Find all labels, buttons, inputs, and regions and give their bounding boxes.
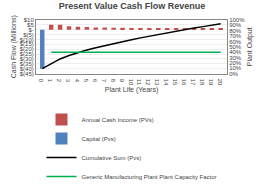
svg-text:$(25): $(25)	[20, 51, 34, 57]
svg-text:10: 10	[128, 79, 134, 86]
svg-text:15: 15	[172, 79, 178, 86]
svg-text:13: 13	[154, 79, 160, 86]
svg-text:0%: 0%	[229, 71, 238, 77]
svg-text:10%: 10%	[229, 65, 242, 71]
svg-text:16: 16	[181, 79, 187, 86]
svg-text:$(35): $(35)	[20, 61, 34, 67]
svg-text:9: 9	[119, 79, 125, 83]
svg-text:40%: 40%	[229, 49, 242, 55]
svg-text:7: 7	[101, 79, 107, 83]
svg-text:100%: 100%	[229, 17, 245, 23]
svg-text:Generic Manufacturing Plant Pl: Generic Manufacturing Plant Plant Capaci…	[82, 174, 217, 180]
svg-text:30%: 30%	[229, 55, 242, 61]
svg-text:$(45): $(45)	[20, 71, 34, 77]
svg-text:6: 6	[92, 79, 98, 83]
svg-text:Annual Cash Income (PVs): Annual Cash Income (PVs)	[82, 117, 154, 123]
svg-text:$(15): $(15)	[20, 41, 34, 47]
svg-text:Cash Flow (Millions): Cash Flow (Millions)	[10, 15, 18, 78]
svg-text:0: 0	[38, 79, 44, 83]
svg-text:8: 8	[110, 79, 116, 83]
svg-text:20: 20	[217, 79, 223, 86]
svg-text:$(20): $(20)	[20, 46, 34, 52]
svg-text:2: 2	[56, 79, 62, 83]
svg-text:14: 14	[163, 79, 169, 86]
svg-text:Plant Life (Years): Plant Life (Years)	[105, 86, 158, 94]
svg-text:4: 4	[74, 79, 80, 83]
svg-text:3: 3	[65, 79, 71, 83]
svg-text:Present Value Cash Flow Revenu: Present Value Cash Flow Revenue	[59, 1, 206, 11]
svg-text:11: 11	[136, 79, 142, 86]
svg-text:$(30): $(30)	[20, 56, 34, 62]
svg-text:90%: 90%	[229, 22, 242, 28]
svg-text:$5: $5	[27, 22, 34, 28]
svg-text:50%: 50%	[229, 44, 242, 50]
svg-text:17: 17	[190, 79, 196, 86]
svg-text:70%: 70%	[229, 33, 242, 39]
svg-text:$(5): $(5)	[23, 32, 34, 38]
svg-text:12: 12	[145, 79, 151, 86]
svg-text:$(40): $(40)	[20, 66, 34, 72]
svg-text:1: 1	[47, 79, 53, 83]
svg-text:$-: $-	[28, 27, 33, 33]
svg-text:$(10): $(10)	[20, 37, 34, 43]
svg-text:60%: 60%	[229, 39, 242, 45]
svg-text:80%: 80%	[229, 28, 242, 34]
svg-text:19: 19	[208, 79, 214, 86]
svg-text:20%: 20%	[229, 60, 242, 66]
svg-text:$10: $10	[24, 17, 35, 23]
svg-text:18: 18	[199, 79, 205, 86]
svg-text:Plant Output: Plant Output	[246, 27, 254, 66]
svg-text:Cumulative Sum (Pvs): Cumulative Sum (Pvs)	[82, 155, 142, 161]
svg-text:Capital (Pvs): Capital (Pvs)	[82, 136, 116, 142]
svg-text:5: 5	[83, 79, 89, 83]
